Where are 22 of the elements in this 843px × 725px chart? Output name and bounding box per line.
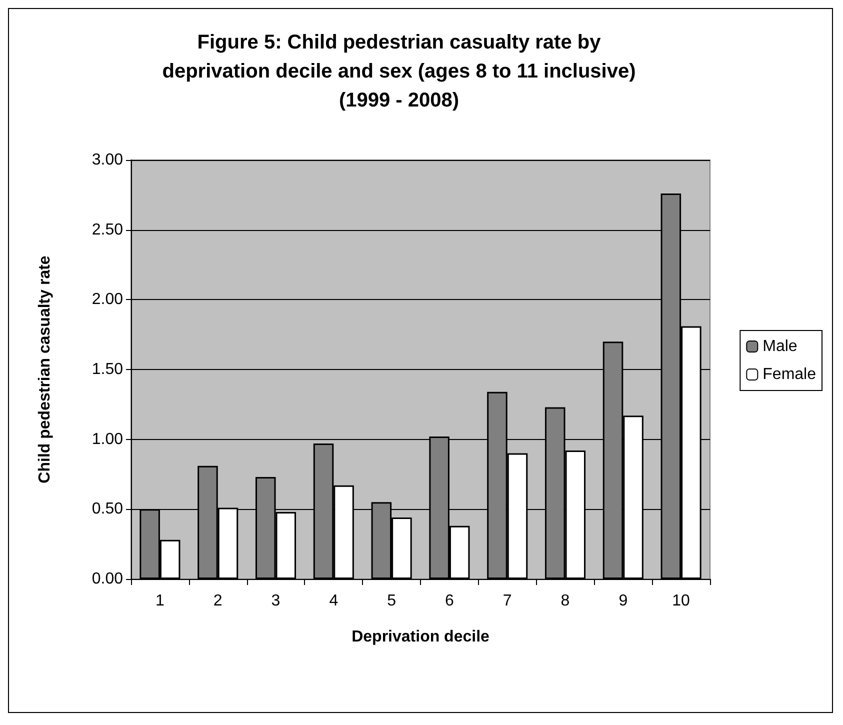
x-tick-label: 7 [502, 592, 512, 610]
y-tick-label: 0.50 [92, 500, 124, 518]
y-tick-label: 2.00 [92, 291, 124, 308]
x-tick-label: 2 [213, 592, 222, 610]
y-tick-label: 0.00 [92, 570, 124, 588]
y-axis-title: Child pedestrian casualty rate [36, 256, 54, 484]
y-tick-label: 2.50 [92, 221, 124, 238]
x-tick-label: 9 [618, 592, 628, 610]
chart-title: Figure 5: Child pedestrian casualty rate by deprivation decile and sex (ages 8 to 11 inclusive) (1999 - 2008) [162, 32, 636, 112]
x-tick-label: 8 [560, 592, 570, 610]
x-tick-label: 1 [155, 592, 164, 610]
x-tick-label: 10 [672, 592, 690, 610]
x-tick-label: 5 [387, 592, 396, 610]
x-tick-label: 3 [271, 592, 280, 610]
x-axis-title: Deprivation decile [352, 628, 490, 646]
y-tick-label: 1.50 [92, 361, 124, 378]
legend-label: Male [762, 338, 798, 355]
y-tick-label: 3.00 [92, 152, 124, 168]
x-tick-label: 4 [329, 592, 338, 610]
legend-label: Female [762, 366, 816, 383]
x-tick-label: 6 [444, 592, 454, 610]
y-tick-label: 1.00 [92, 430, 124, 448]
